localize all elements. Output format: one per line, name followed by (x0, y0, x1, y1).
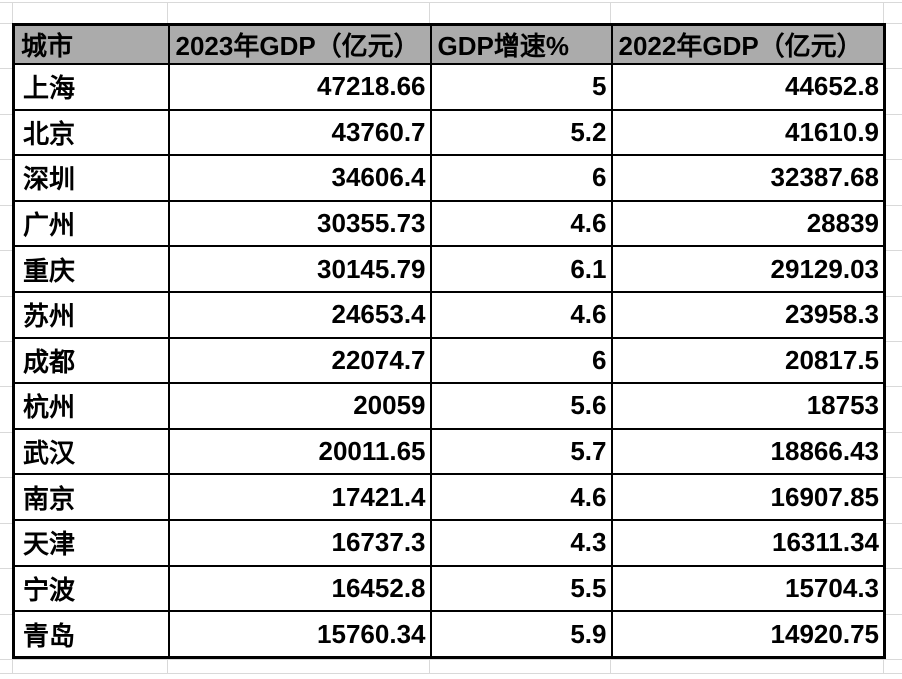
growth-cell[interactable]: 5.7 (429, 427, 613, 476)
city-cell[interactable]: 天津 (12, 518, 170, 567)
gdp-2022-cell[interactable]: 14920.75 (610, 610, 886, 659)
gdp-2022-cell[interactable]: 18753 (610, 382, 886, 430)
column-header-gdp-2022[interactable]: 2022年GDP（亿元） (610, 23, 886, 65)
grid-line-horizontal (0, 659, 902, 660)
gdp-2023-cell[interactable]: 30355.73 (167, 199, 432, 248)
growth-cell[interactable]: 6 (429, 336, 613, 385)
gdp-2022-cell[interactable]: 18866.43 (610, 427, 886, 476)
city-cell[interactable]: 武汉 (12, 427, 170, 476)
gdp-2023-cell[interactable]: 30145.79 (167, 245, 432, 293)
gdp-2023-cell[interactable]: 16452.8 (167, 564, 432, 613)
growth-cell[interactable]: 4.3 (429, 518, 613, 567)
gdp-2022-cell[interactable]: 23958.3 (610, 290, 886, 339)
table-row: 深圳 34606.4 6 32387.68 (12, 154, 886, 202)
growth-cell[interactable]: 5.9 (429, 610, 613, 659)
gdp-2022-cell[interactable]: 41610.9 (610, 108, 886, 157)
grid-line-horizontal (0, 673, 902, 674)
gdp-2023-cell[interactable]: 43760.7 (167, 108, 432, 157)
table-row: 天津 16737.3 4.3 16311.34 (12, 518, 886, 567)
growth-cell[interactable]: 4.6 (429, 473, 613, 521)
gdp-2023-cell[interactable]: 20011.65 (167, 427, 432, 476)
gdp-2023-cell[interactable]: 47218.66 (167, 63, 432, 111)
gdp-2022-cell[interactable]: 16907.85 (610, 473, 886, 521)
table-row: 重庆 30145.79 6.1 29129.03 (12, 245, 886, 293)
growth-cell[interactable]: 5.5 (429, 564, 613, 613)
city-cell[interactable]: 上海 (12, 63, 170, 111)
city-cell[interactable]: 杭州 (12, 382, 170, 430)
city-cell[interactable]: 南京 (12, 473, 170, 521)
gdp-2023-cell[interactable]: 24653.4 (167, 290, 432, 339)
growth-cell[interactable]: 5.2 (429, 108, 613, 157)
table-row: 南京 17421.4 4.6 16907.85 (12, 473, 886, 521)
city-cell[interactable]: 北京 (12, 108, 170, 157)
gdp-2022-cell[interactable]: 15704.3 (610, 564, 886, 613)
gdp-2023-cell[interactable]: 22074.7 (167, 336, 432, 385)
table-row: 杭州 20059 5.6 18753 (12, 382, 886, 430)
table-row: 北京 43760.7 5.2 41610.9 (12, 108, 886, 157)
table-row: 宁波 16452.8 5.5 15704.3 (12, 564, 886, 613)
table-row: 青岛 15760.34 5.9 14920.75 (12, 610, 886, 659)
gdp-2023-cell[interactable]: 20059 (167, 382, 432, 430)
growth-cell[interactable]: 4.6 (429, 290, 613, 339)
city-cell[interactable]: 青岛 (12, 610, 170, 659)
growth-cell[interactable]: 5 (429, 63, 613, 111)
gdp-2022-cell[interactable]: 29129.03 (610, 245, 886, 293)
gdp-2023-cell[interactable]: 16737.3 (167, 518, 432, 567)
gdp-2023-cell[interactable]: 17421.4 (167, 473, 432, 521)
table-row: 广州 30355.73 4.6 28839 (12, 199, 886, 248)
city-cell[interactable]: 宁波 (12, 564, 170, 613)
table-row: 苏州 24653.4 4.6 23958.3 (12, 290, 886, 339)
gdp-2022-cell[interactable]: 32387.68 (610, 154, 886, 202)
table-body: 上海 47218.66 5 44652.8 北京 43760.7 5.2 41610.9 深圳 3… (12, 63, 886, 659)
gdp-2022-cell[interactable]: 20817.5 (610, 336, 886, 385)
city-cell[interactable]: 重庆 (12, 245, 170, 293)
growth-cell[interactable]: 4.6 (429, 199, 613, 248)
gdp-2023-cell[interactable]: 15760.34 (167, 610, 432, 659)
gdp-2022-cell[interactable]: 28839 (610, 199, 886, 248)
growth-cell[interactable]: 6 (429, 154, 613, 202)
city-cell[interactable]: 深圳 (12, 154, 170, 202)
grid-line-horizontal (0, 2, 902, 3)
table-row: 成都 22074.7 6 20817.5 (12, 336, 886, 385)
growth-cell[interactable]: 5.6 (429, 382, 613, 430)
table-row: 武汉 20011.65 5.7 18866.43 (12, 427, 886, 476)
table-row: 上海 47218.66 5 44652.8 (12, 63, 886, 111)
gdp-table: 城市 2023年GDP（亿元） GDP增速% 2022年GDP（亿元） 上海 47218… (12, 23, 886, 659)
column-header-gdp-2023[interactable]: 2023年GDP（亿元） (167, 23, 432, 65)
column-header-city[interactable]: 城市 (12, 23, 170, 65)
gdp-2023-cell[interactable]: 34606.4 (167, 154, 432, 202)
city-cell[interactable]: 成都 (12, 336, 170, 385)
gdp-2022-cell[interactable]: 44652.8 (610, 63, 886, 111)
header-row: 城市 2023年GDP（亿元） GDP增速% 2022年GDP（亿元） (12, 23, 886, 65)
city-cell[interactable]: 苏州 (12, 290, 170, 339)
column-header-growth[interactable]: GDP增速% (429, 23, 613, 65)
gdp-2022-cell[interactable]: 16311.34 (610, 518, 886, 567)
growth-cell[interactable]: 6.1 (429, 245, 613, 293)
city-cell[interactable]: 广州 (12, 199, 170, 248)
